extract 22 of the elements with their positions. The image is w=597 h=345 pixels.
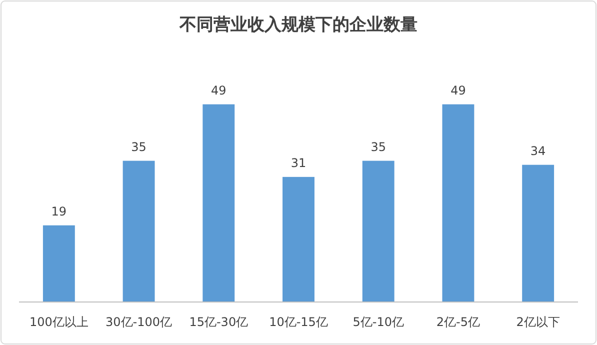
data-label: 31 [290, 156, 306, 170]
x-tick-label: 5亿-10亿 [352, 315, 404, 329]
bar [522, 164, 554, 302]
x-tick-label: 2亿以下 [516, 315, 560, 329]
x-tick-label: 10亿-15亿 [269, 315, 328, 329]
data-label: 49 [450, 83, 466, 98]
bar [122, 160, 155, 302]
x-tick-label: 15亿-30亿 [189, 315, 248, 329]
bar [442, 104, 474, 302]
x-tick-label: 30亿-100亿 [106, 315, 172, 329]
data-label: 49 [211, 83, 226, 98]
data-label: 34 [530, 144, 546, 158]
data-label: 19 [51, 204, 67, 218]
bar [202, 104, 235, 302]
x-tick-label: 2亿-5亿 [436, 315, 480, 329]
bar [362, 160, 394, 302]
data-label: 35 [370, 140, 386, 154]
chart-title: 不同营业收入规模下的企业数量 [178, 15, 418, 35]
data-label: 35 [131, 140, 146, 154]
bar [42, 225, 75, 302]
bar [282, 176, 314, 302]
x-tick-label: 100亿以上 [29, 315, 88, 329]
